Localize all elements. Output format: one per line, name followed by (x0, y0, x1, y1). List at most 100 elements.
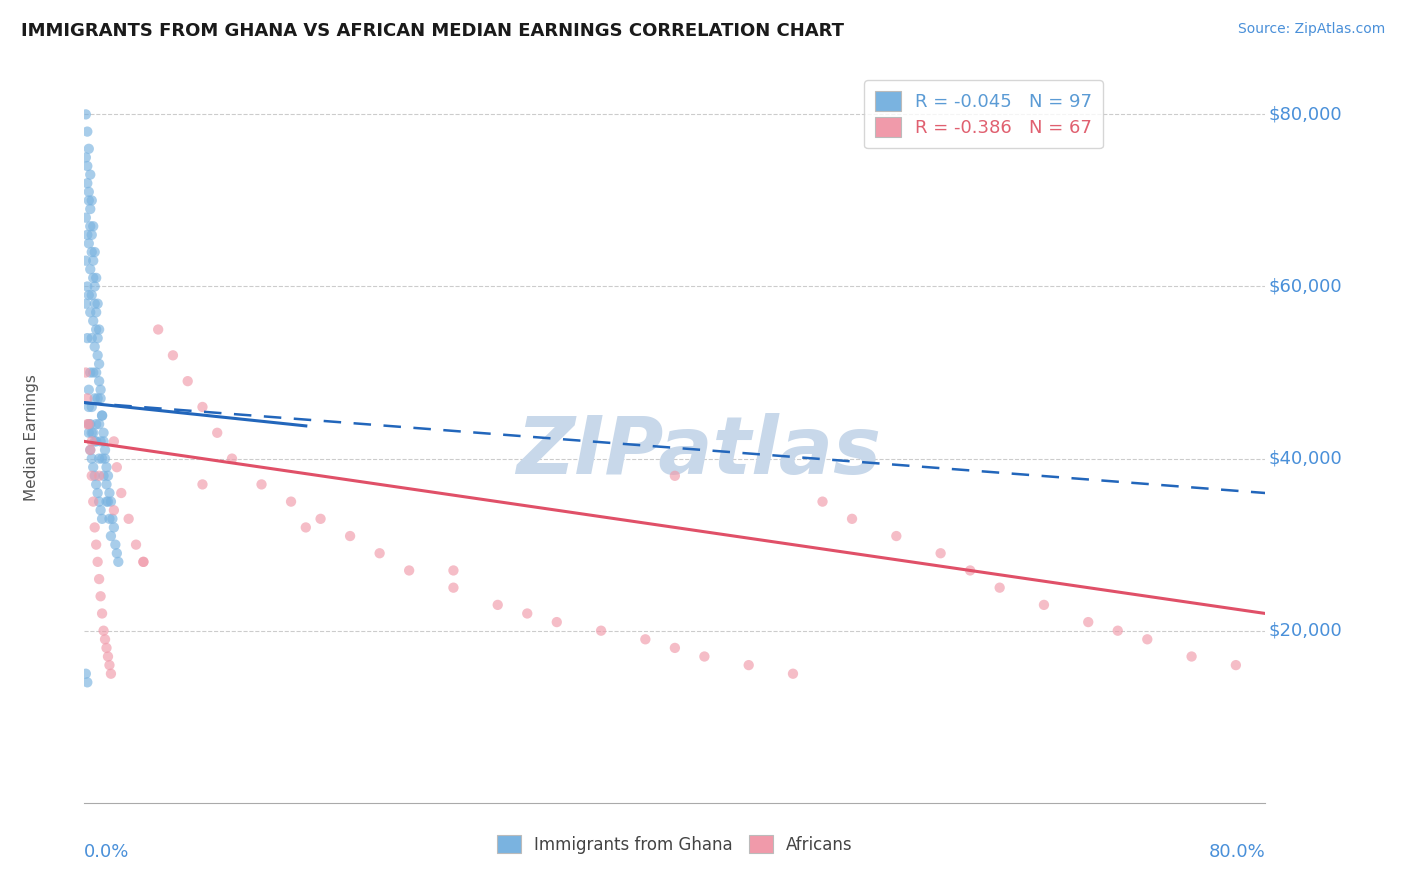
Point (1136, 632, 1159, 647)
Point (98, 486, 121, 500)
Point (87, 572, 111, 586)
Point (82, 314, 104, 328)
Point (148, 322, 170, 336)
Point (87, 468, 111, 483)
Point (83, 392, 105, 406)
Point (82, 366, 104, 380)
Point (80, 434, 103, 449)
Point (79, 366, 101, 380)
Point (664, 640, 686, 655)
Point (76, 227, 98, 242)
Point (339, 529, 361, 543)
Point (104, 538, 127, 552)
Point (83, 340, 105, 354)
Point (93, 468, 115, 483)
Point (91, 607, 114, 621)
Point (82, 494, 104, 508)
Point (103, 520, 125, 534)
Point (97, 494, 120, 508)
Point (77, 185, 100, 199)
Point (86, 296, 108, 310)
Point (929, 546, 952, 560)
Point (98, 658, 121, 673)
Point (82, 460, 104, 475)
Point (82, 425, 104, 440)
Point (398, 564, 420, 578)
Point (76, 675, 98, 690)
Point (76, 176, 98, 190)
Point (76, 331, 98, 345)
Point (75, 211, 97, 225)
Point (77, 288, 100, 302)
Point (96, 460, 118, 475)
Point (75, 107, 97, 121)
Point (546, 615, 568, 629)
Point (76, 279, 98, 293)
Point (988, 581, 1011, 595)
Point (693, 649, 716, 664)
Point (1225, 658, 1247, 673)
Point (79, 417, 101, 432)
Point (94, 442, 117, 457)
Point (191, 477, 214, 491)
Point (84, 477, 107, 491)
Point (76, 417, 98, 432)
Point (79, 305, 101, 319)
Point (98, 512, 121, 526)
Point (84, 271, 107, 285)
Point (77, 194, 100, 208)
Point (177, 374, 200, 388)
Point (1181, 649, 1204, 664)
Point (97, 468, 120, 483)
Point (162, 348, 184, 362)
Text: Source: ZipAtlas.com: Source: ZipAtlas.com (1237, 22, 1385, 37)
Point (75, 366, 97, 380)
Point (87, 357, 111, 371)
Point (250, 477, 273, 491)
Point (83, 296, 105, 310)
Point (75, 150, 97, 164)
Point (75, 296, 97, 310)
Point (77, 142, 100, 156)
Point (516, 607, 538, 621)
Point (91, 409, 114, 423)
Point (280, 494, 302, 508)
Point (80, 227, 103, 242)
Point (86, 331, 108, 345)
Point (84, 417, 107, 432)
Point (87, 451, 111, 466)
Point (79, 168, 101, 182)
Point (295, 520, 318, 534)
Point (77, 425, 100, 440)
Point (87, 494, 111, 508)
Point (79, 442, 101, 457)
Point (91, 409, 114, 423)
Point (80, 425, 103, 440)
Point (79, 219, 101, 234)
Text: $40,000: $40,000 (1270, 450, 1343, 467)
Text: $80,000: $80,000 (1270, 105, 1343, 123)
Point (77, 417, 100, 432)
Point (84, 538, 107, 552)
Point (82, 253, 104, 268)
Point (94, 632, 117, 647)
Point (80, 468, 103, 483)
Point (83, 520, 105, 534)
Point (309, 512, 332, 526)
Point (86, 392, 108, 406)
Point (93, 425, 115, 440)
Point (811, 494, 834, 508)
Point (87, 417, 111, 432)
Point (76, 392, 98, 406)
Point (1077, 615, 1099, 629)
Point (886, 529, 908, 543)
Point (443, 564, 465, 578)
Text: ZIPatlas: ZIPatlas (516, 413, 882, 491)
Point (132, 555, 155, 569)
Point (107, 555, 129, 569)
Point (76, 125, 98, 139)
Text: Median Earnings: Median Earnings (24, 374, 39, 500)
Point (110, 486, 132, 500)
Point (77, 400, 100, 414)
Point (80, 331, 103, 345)
